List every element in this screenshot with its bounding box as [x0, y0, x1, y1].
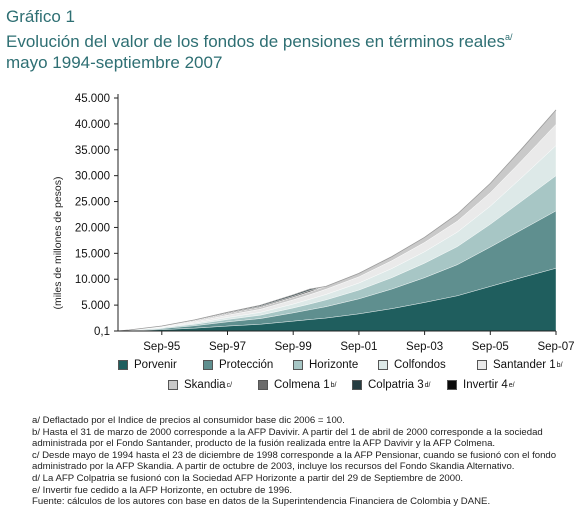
- legend-label: Colfondos: [394, 359, 446, 371]
- chart-subtitle: mayo 1994-septiembre 2007: [6, 53, 223, 72]
- legend-label: Colmena 1: [274, 379, 330, 391]
- legend-note: b/: [330, 381, 337, 389]
- footnote: c/ Desde mayo de 1994 hasta el 23 de dic…: [32, 449, 557, 473]
- legend-swatch: [203, 360, 213, 370]
- chart-heading: Gráfico 1 Evolución del valor de los fon…: [6, 6, 512, 73]
- chart-title: Evolución del valor de los fondos de pen…: [6, 27, 512, 52]
- footnote: d/ La AFP Colpatria se fusionó con la So…: [32, 472, 464, 484]
- footnote: Fuente: cálculos de los autores con base…: [32, 496, 491, 508]
- legend-swatch: [293, 360, 303, 370]
- chart-title-text: Evolución del valor de los fondos de pen…: [6, 32, 505, 51]
- legend-label: Horizonte: [309, 359, 359, 371]
- legend-label: Invertir 4: [463, 379, 508, 391]
- x-tick-label: Sep-05: [472, 341, 509, 353]
- y-tick-label: 20.000: [75, 222, 110, 234]
- legend-note: c/: [226, 381, 233, 389]
- chart-axes: 0,1 5.000 10.000 15.000 20.000 25.000 30.000 35…: [75, 93, 575, 353]
- legend-swatch: [118, 360, 128, 370]
- chart-legend: Porvenir Protección Horizonte Colfondos Sant…: [0, 357, 580, 393]
- legend-note: b/: [556, 361, 563, 369]
- footnote: a/ Deflactado por el Indice de precios a…: [32, 415, 345, 426]
- legend-item: Horizonte: [293, 359, 358, 371]
- y-tick-label: 25.000: [75, 197, 110, 209]
- footnotes: a/ Deflactado por el Indice de precios a…: [32, 415, 572, 508]
- y-tick-label: 15.000: [75, 248, 110, 260]
- legend-item: Porvenir: [118, 359, 177, 371]
- legend-label: Santander 1: [493, 359, 556, 371]
- legend-item: Colfondos: [378, 359, 446, 371]
- legend-swatch: [258, 380, 268, 390]
- legend-item: Protección: [203, 359, 273, 371]
- y-tick-label: 0,1: [94, 326, 110, 338]
- legend-note: e/: [508, 381, 515, 389]
- x-tick-label: Sep-97: [209, 341, 246, 353]
- area-layers: [117, 109, 557, 332]
- legend-swatch: [168, 380, 178, 390]
- legend-item: Skandia c/: [168, 379, 232, 391]
- chart-title-note: a/: [504, 32, 513, 42]
- legend-item: Santander 1 b/: [477, 359, 563, 371]
- legend-label: Colpatria 3: [368, 379, 424, 391]
- legend-note: d/: [424, 381, 431, 389]
- area-chart: 0,1 5.000 10.000 15.000 20.000 25.000 30.000 35…: [52, 93, 575, 353]
- x-tick-label: Sep-95: [143, 341, 180, 353]
- legend-label: Skandia: [184, 379, 226, 391]
- legend-item: Colmena 1 b/: [258, 379, 336, 391]
- footnote: b/ Hasta el 31 de marzo de 2000 correspo…: [32, 426, 543, 450]
- y-tick-label: 35.000: [75, 145, 110, 157]
- y-tick-label: 45.000: [75, 93, 110, 105]
- total-outline: [117, 109, 557, 332]
- legend-label: Porvenir: [134, 359, 177, 371]
- legend-label: Protección: [219, 359, 274, 371]
- legend-swatch: [352, 380, 362, 390]
- y-tick-label: 5.000: [81, 300, 110, 312]
- x-tick-label: Sep-07: [537, 341, 574, 353]
- chart-kicker: Gráfico 1: [6, 7, 75, 26]
- x-tick-label: Sep-99: [275, 341, 312, 353]
- footnote: e/ Invertir fue cedido a la AFP Horizont…: [32, 484, 293, 496]
- legend-item: Colpatria 3 d/: [352, 379, 430, 391]
- legend-swatch: [447, 380, 457, 390]
- y-tick-label: 40.000: [75, 119, 110, 131]
- y-tick-label: 30.000: [75, 171, 110, 183]
- x-tick-label: Sep-01: [340, 341, 377, 353]
- y-axis-label: (miles de millones de pesos): [52, 176, 64, 309]
- legend-swatch: [378, 360, 388, 370]
- legend-item: Invertir 4 e/: [447, 379, 515, 391]
- y-tick-label: 10.000: [75, 274, 110, 286]
- legend-swatch: [477, 360, 487, 370]
- x-tick-label: Sep-03: [406, 341, 443, 353]
